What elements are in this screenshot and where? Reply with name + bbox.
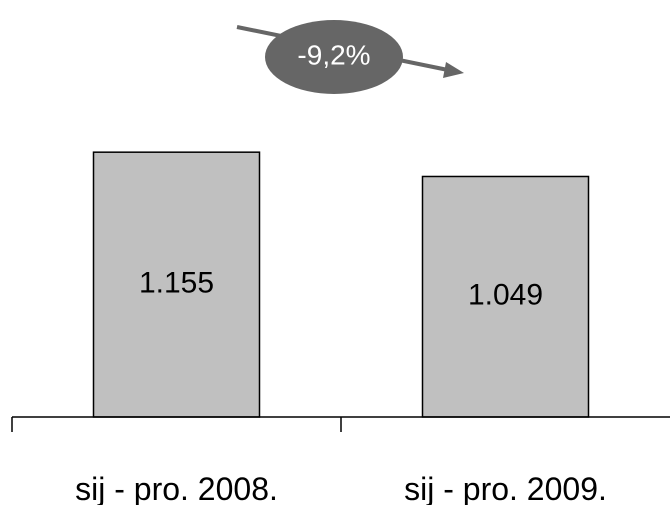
change-badge xyxy=(265,20,403,94)
x-tick-label-2: sij - pro. 2009. xyxy=(404,471,607,505)
x-tick-label-1: sij - pro. 2008. xyxy=(75,471,278,505)
x-axis-category-labels: sij - pro. 2008. sij - pro. 2009. xyxy=(75,471,607,505)
trend-arrow-head xyxy=(443,62,464,78)
bar-value-labels: 1.155 1.049 xyxy=(139,267,543,312)
bar-value-label-1: 1.155 xyxy=(139,267,214,300)
bar-value-label-2: 1.049 xyxy=(468,279,543,312)
change-annotation: -9,2% xyxy=(236,20,464,94)
x-axis-ticks xyxy=(11,417,342,432)
change-badge-label: -9,2% xyxy=(297,39,370,70)
bar-1 xyxy=(92,151,261,418)
